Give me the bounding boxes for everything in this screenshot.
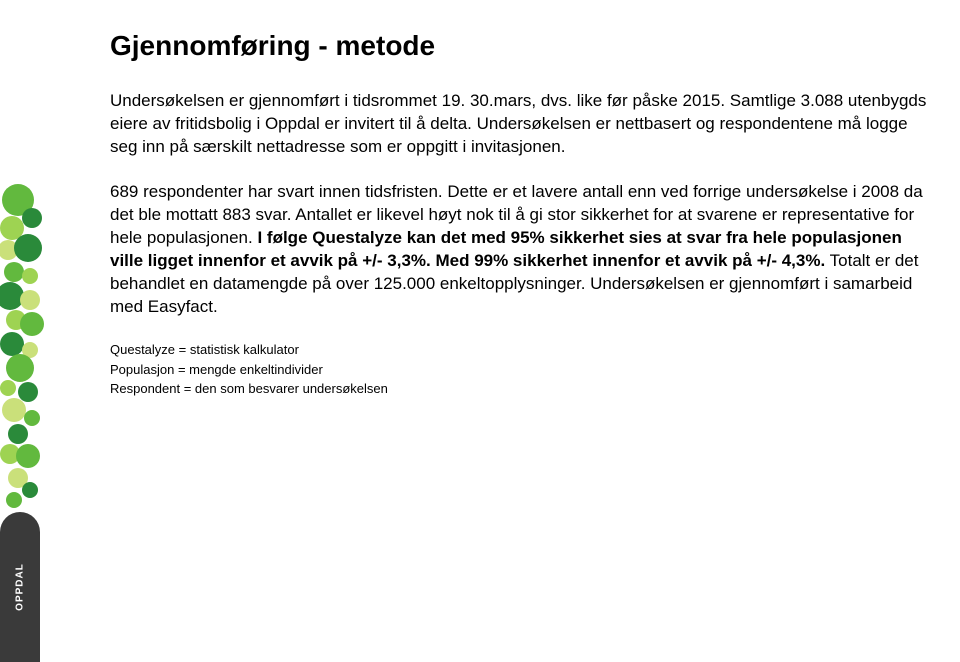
decorative-circle	[8, 424, 28, 444]
decorative-circle	[20, 312, 44, 336]
decorative-circle	[4, 262, 24, 282]
main-content: Gjennomføring - metode Undersøkelsen er …	[110, 30, 930, 399]
decorative-circle	[16, 444, 40, 468]
oppdal-badge: OPPDAL	[0, 512, 40, 662]
paragraph-intro: Undersøkelsen er gjennomført i tidsromme…	[110, 90, 930, 159]
decorative-circle	[0, 380, 16, 396]
decorative-circle	[22, 482, 38, 498]
decorative-circle	[22, 208, 42, 228]
oppdal-label: OPPDAL	[15, 563, 26, 611]
decorative-circle	[18, 382, 38, 402]
page-title: Gjennomføring - metode	[110, 30, 930, 62]
def-respondent: Respondent = den som besvarer undersøkel…	[110, 379, 930, 399]
def-populasjon: Populasjon = mengde enkeltindivider	[110, 360, 930, 380]
definitions: Questalyze = statistisk kalkulator Popul…	[110, 340, 930, 399]
decorative-circle	[22, 268, 38, 284]
decorative-circle	[2, 398, 26, 422]
decorative-circle	[6, 492, 22, 508]
decorative-circle	[24, 410, 40, 426]
left-sidebar: OPPDAL	[0, 0, 50, 662]
paragraph-results: 689 respondenter har svart innen tidsfri…	[110, 181, 930, 319]
decorative-circle	[14, 234, 42, 262]
decorative-circle	[6, 354, 34, 382]
decorative-circle	[20, 290, 40, 310]
decorative-circle	[0, 332, 24, 356]
def-questalyze: Questalyze = statistisk kalkulator	[110, 340, 930, 360]
